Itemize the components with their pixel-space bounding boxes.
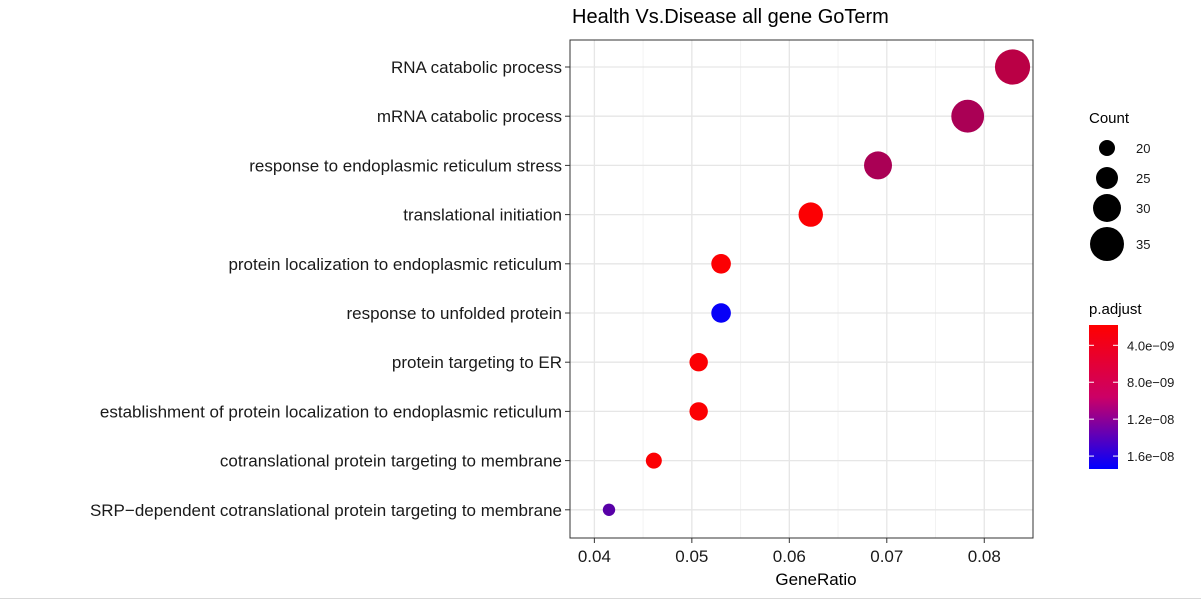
data-point: [602, 503, 616, 516]
size-legend-title: Count: [1089, 110, 1130, 127]
y-tick-label: SRP−dependent cotranslational protein ta…: [90, 501, 562, 520]
x-tick-label: 0.05: [675, 547, 708, 566]
y-tick-label: protein targeting to ER: [392, 353, 562, 372]
x-tick-label: 0.04: [578, 547, 611, 566]
data-point: [951, 99, 985, 133]
y-tick-label: establishment of protein localization to…: [100, 402, 562, 421]
data-point: [994, 49, 1031, 85]
chart-title: Health Vs.Disease all gene GoTerm: [572, 6, 889, 28]
x-axis-label: GeneRatio: [775, 570, 856, 589]
data-point: [645, 452, 662, 469]
p-adjust-colorbar: [1089, 325, 1118, 469]
size-legend: Count 20 25 30 35: [1089, 110, 1150, 261]
y-tick-label: response to unfolded protein: [347, 304, 563, 323]
size-legend-key: [1099, 140, 1115, 156]
colorbar-tick-label: 4.0e−09: [1127, 338, 1174, 353]
x-axis: 0.04 0.05 0.06 0.07 0.08: [578, 538, 1001, 566]
panel-border: [569, 39, 1034, 539]
size-legend-label: 30: [1136, 201, 1150, 216]
x-tick-label: 0.06: [773, 547, 806, 566]
color-legend-title: p.adjust: [1089, 301, 1142, 318]
size-legend-label: 20: [1136, 141, 1150, 156]
colorbar-tick-label: 1.6e−08: [1127, 449, 1174, 464]
data-point: [864, 151, 893, 180]
size-legend-key: [1093, 194, 1121, 222]
color-legend: p.adjust 4.0e−09 8.0e−09 1.2e−08 1.6e−08: [1089, 301, 1174, 469]
data-point: [711, 253, 731, 274]
x-tick-label: 0.07: [870, 547, 903, 566]
data-point: [689, 402, 708, 421]
y-tick-label: response to endoplasmic reticulum stress: [249, 156, 562, 175]
data-point: [711, 303, 731, 323]
bottom-divider: [0, 598, 1201, 599]
y-tick-label: cotranslational protein targeting to mem…: [220, 452, 562, 471]
size-legend-label: 25: [1136, 171, 1150, 186]
size-legend-key: [1090, 227, 1124, 261]
size-legend-key: [1096, 167, 1118, 189]
colorbar-tick-label: 8.0e−09: [1127, 375, 1174, 390]
x-tick-label: 0.08: [968, 547, 1001, 566]
colorbar-tick-label: 1.2e−08: [1127, 412, 1174, 427]
size-legend-label: 35: [1136, 237, 1150, 252]
data-point: [689, 353, 708, 372]
y-tick-label: protein localization to endoplasmic reti…: [228, 255, 562, 274]
data-point: [798, 202, 823, 227]
y-tick-label: mRNA catabolic process: [377, 107, 562, 126]
y-tick-label: RNA catabolic process: [391, 58, 562, 77]
y-tick-label: translational initiation: [403, 206, 562, 225]
y-axis: SRP−dependent cotranslational protein ta…: [90, 58, 570, 520]
data-points: [602, 49, 1031, 516]
